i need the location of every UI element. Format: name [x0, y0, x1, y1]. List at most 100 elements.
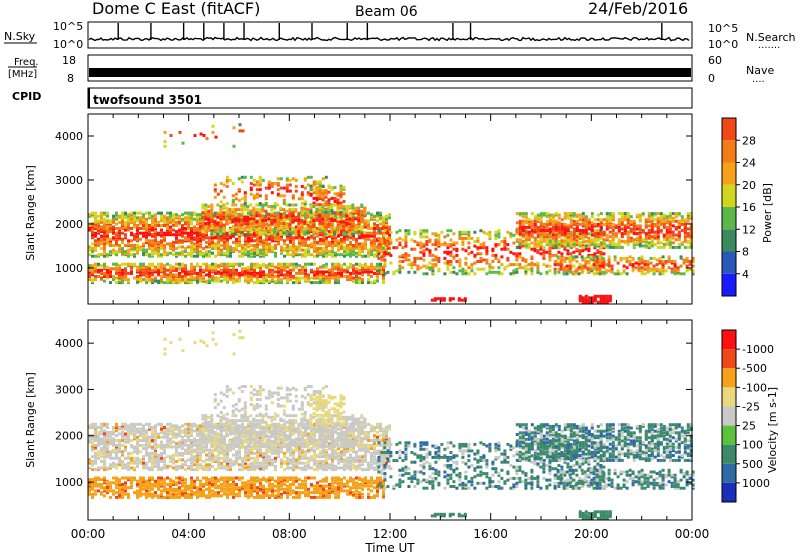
power-cell	[313, 240, 316, 244]
velocity-cell	[109, 435, 112, 439]
power-cell	[653, 230, 657, 234]
velocity-cell	[103, 435, 106, 439]
power-cell	[151, 216, 154, 220]
power-cell	[202, 251, 205, 255]
velocity-cell	[133, 450, 136, 454]
power-cell	[214, 254, 217, 258]
power-cell	[190, 270, 193, 274]
power-cell	[554, 212, 558, 216]
power-cell	[364, 262, 367, 266]
power-cell	[373, 279, 376, 283]
power-cell	[303, 222, 307, 225]
power-cell	[656, 222, 660, 226]
power-cell	[367, 248, 370, 252]
power-cell	[258, 208, 262, 212]
power-cell	[674, 227, 678, 231]
power-cell	[210, 231, 214, 235]
velocity-cell	[103, 460, 106, 463]
power-cell	[106, 231, 109, 235]
power-cell	[277, 220, 280, 224]
power-cell	[422, 272, 426, 276]
power-cell	[184, 264, 187, 268]
power-cell	[572, 215, 576, 219]
velocity-cell	[115, 429, 118, 433]
power-cell	[376, 267, 379, 271]
power-cell	[237, 217, 241, 221]
power-cell	[223, 267, 226, 271]
power-cell	[581, 249, 585, 253]
power-cell	[259, 240, 262, 244]
power-cell	[530, 241, 534, 245]
velocity-cell	[91, 468, 94, 472]
velocity-cell	[118, 456, 121, 460]
power-cell	[103, 271, 106, 275]
power-cell	[324, 214, 328, 218]
power-cell	[557, 267, 561, 271]
power-cell	[304, 254, 307, 258]
power-cell	[276, 188, 280, 192]
power-cell	[133, 237, 136, 241]
velocity-cell	[121, 430, 124, 434]
power-cell	[422, 235, 426, 239]
velocity-cell	[106, 453, 109, 457]
power-cell	[449, 250, 453, 254]
power-cell	[437, 243, 441, 247]
power-cell	[225, 175, 229, 179]
power-cell	[563, 212, 567, 216]
power-cell	[640, 269, 644, 273]
power-cell	[288, 212, 292, 216]
power-cell	[613, 272, 617, 276]
power-cell	[358, 234, 361, 238]
power-cell	[658, 261, 662, 265]
power-cell	[598, 264, 602, 268]
power-cell	[524, 215, 528, 219]
power-cell	[482, 267, 486, 271]
power-cell	[279, 222, 283, 225]
power-cell	[240, 218, 244, 222]
power-cell	[587, 232, 591, 236]
power-cell	[339, 201, 343, 205]
power-cell	[593, 238, 597, 242]
power-cell	[325, 278, 328, 282]
power-cell	[664, 261, 668, 265]
power-cell	[340, 216, 343, 220]
power-cell	[413, 256, 417, 260]
power-cell	[216, 232, 220, 236]
power-cell	[220, 237, 223, 241]
power-cell	[211, 268, 214, 272]
power-cell	[536, 261, 540, 265]
power-cell	[349, 278, 352, 282]
power-cell	[688, 263, 692, 267]
power-cell	[665, 236, 669, 240]
power-cell	[193, 250, 196, 254]
power-cell	[223, 273, 226, 277]
power-cell	[473, 253, 477, 257]
power-cell	[106, 214, 109, 218]
power-cell	[668, 245, 672, 249]
power-cell	[313, 254, 316, 258]
colorbar-segment	[722, 118, 736, 141]
power-cell	[322, 250, 325, 254]
power-cell	[485, 246, 489, 250]
power-cell	[151, 214, 154, 218]
power-cell	[121, 231, 124, 235]
power-cell	[662, 225, 666, 229]
power-cell	[130, 270, 133, 274]
power-cell	[160, 224, 163, 227]
power-cell	[106, 270, 109, 274]
power-cell	[349, 276, 352, 280]
power-cell	[187, 216, 190, 220]
power-cell	[166, 211, 169, 215]
power-cell	[628, 255, 632, 259]
power-cell	[566, 229, 570, 232]
power-cell	[115, 262, 118, 266]
power-cell	[380, 255, 384, 259]
power-cell	[279, 206, 283, 210]
colorbar-tick-label: 8	[742, 246, 749, 259]
power-cell	[322, 236, 325, 240]
power-cell	[234, 197, 238, 201]
power-cell	[238, 244, 241, 247]
power-cell	[605, 216, 609, 220]
power-cell	[160, 275, 163, 278]
velocity-cell	[112, 443, 115, 447]
